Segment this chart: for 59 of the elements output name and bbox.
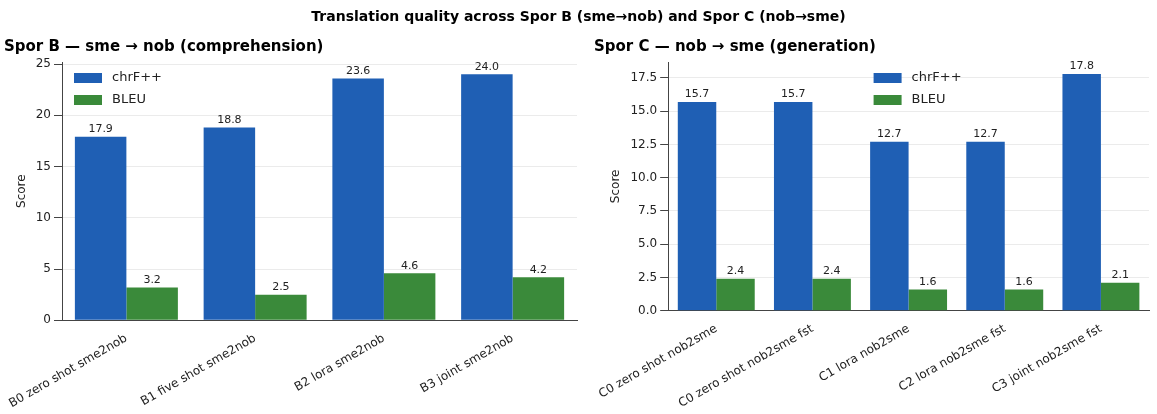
data-label: 3.2 — [143, 272, 161, 286]
data-label: 2.1 — [1111, 268, 1129, 282]
y-tick-label: 0 — [43, 312, 52, 327]
y-tick-label: 2.5 — [638, 269, 658, 284]
data-label: 2.4 — [726, 264, 745, 278]
data-label: 18.8 — [217, 112, 242, 126]
y-tick-label: 5.0 — [638, 236, 658, 251]
y-tick-label: 7.5 — [638, 203, 658, 218]
text: Translation quality across Spor B (sme→nob) and Spor C (nob→sme) — [310, 8, 847, 24]
bar — [812, 278, 851, 311]
y-tick-label: 17.5 — [630, 70, 658, 85]
y-tick-label: 0.0 — [638, 302, 658, 317]
y-axis-title: Score — [608, 169, 623, 204]
data-label: 17.8 — [1069, 59, 1094, 73]
bar — [773, 101, 813, 311]
y-tick-label: 5 — [43, 261, 52, 276]
bar — [74, 136, 127, 320]
bar — [383, 273, 436, 320]
data-label: 17.9 — [88, 122, 113, 136]
legend-label: BLEU — [112, 91, 146, 107]
data-label: 2.5 — [272, 280, 290, 294]
bar — [203, 127, 256, 320]
data-label: 1.6 — [1015, 274, 1033, 288]
data-label: 12.7 — [877, 127, 902, 141]
bar — [1062, 73, 1101, 311]
data-label: 4.6 — [400, 258, 419, 272]
y-tick-label: 25 — [35, 56, 52, 71]
legend-label: BLEU — [911, 91, 946, 107]
bar — [870, 141, 909, 311]
bar — [126, 287, 178, 320]
y-tick-label: 15.0 — [630, 103, 658, 118]
y-axis-title: Score — [13, 174, 28, 208]
y-tick-label: 10 — [35, 209, 52, 224]
bar — [1004, 289, 1044, 311]
bar — [512, 277, 565, 320]
bar — [716, 278, 755, 311]
y-tick-label: 10.0 — [630, 169, 658, 184]
chart-title: Spor B — sme → nob (comprehension) — [4, 36, 324, 55]
data-label: 24.0 — [474, 59, 500, 73]
y-tick-label: 12.5 — [630, 136, 658, 151]
data-label: 2.4 — [822, 264, 841, 278]
bar — [966, 141, 1005, 311]
data-label: 1.6 — [919, 274, 937, 288]
bar — [255, 294, 307, 320]
bar — [1100, 282, 1140, 311]
chart-title: Spor C — nob → sme (generation) — [594, 36, 876, 55]
legend-label: chrF++ — [112, 69, 163, 85]
bar — [677, 101, 717, 311]
data-label: 4.2 — [529, 262, 548, 276]
y-tick-label: 20 — [35, 107, 52, 122]
data-label: 12.7 — [973, 127, 998, 141]
bar — [908, 289, 948, 311]
data-label: 15.7 — [780, 87, 806, 101]
y-tick-label: 15 — [35, 158, 52, 173]
bar — [461, 74, 513, 320]
data-label: 23.6 — [345, 63, 371, 77]
bar — [332, 78, 384, 320]
data-label: 15.7 — [684, 87, 710, 101]
legend-label: chrF++ — [911, 69, 962, 85]
